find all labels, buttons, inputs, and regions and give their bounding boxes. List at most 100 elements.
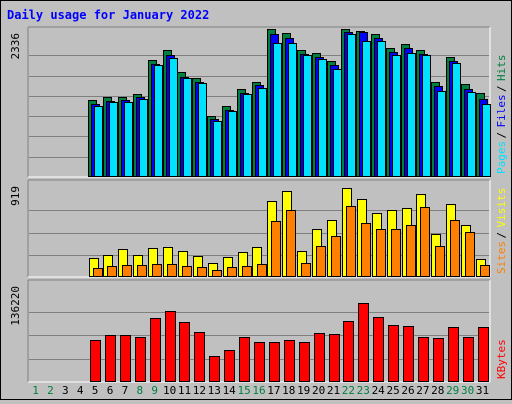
bar-sites-day-11 <box>182 266 192 277</box>
bar-kbytes-day-26 <box>403 326 414 382</box>
bar-kbytes-day-18 <box>284 340 295 382</box>
bar-kbytes-day-7 <box>120 335 131 382</box>
x-tick-label: 21 <box>327 384 340 397</box>
bar-sites-day-28 <box>435 246 445 277</box>
legend-item-files: Files <box>495 94 508 127</box>
x-tick-label: 5 <box>92 384 99 397</box>
bar-kbytes-day-24 <box>373 317 384 382</box>
x-tick-label: 31 <box>476 384 489 397</box>
x-tick-label: 1 <box>32 384 39 397</box>
bar-pages-day-10 <box>169 58 178 177</box>
x-tick-label: 18 <box>282 384 295 397</box>
bar-pages-day-7 <box>124 102 133 177</box>
bar-kbytes-day-12 <box>194 332 205 382</box>
x-tick-label: 29 <box>446 384 459 397</box>
bars-visits_sites <box>89 188 490 277</box>
panel-kbytes: 136220 KBytes <box>9 279 508 383</box>
bar-pages-day-30 <box>467 92 476 177</box>
bar-pages-day-12 <box>198 83 207 177</box>
x-tick-label: 27 <box>416 384 429 397</box>
x-tick-label: 22 <box>342 384 355 397</box>
chart-panels: 2336 Pages / Files / Hits 919 Sites / Visits 13622… <box>9 26 508 383</box>
panel-visits_sites: 919 Sites / Visits <box>9 179 508 278</box>
bar-kbytes-day-29 <box>448 327 459 382</box>
x-tick-label: 10 <box>163 384 176 397</box>
x-tick-label: 24 <box>372 384 386 397</box>
legend-separator: / <box>495 85 508 92</box>
legend-item-hits: Hits <box>495 55 508 82</box>
x-tick-label: 8 <box>136 384 143 397</box>
bar-sites-day-15 <box>242 266 252 277</box>
chart-title: Daily usage for January 2022 <box>7 8 209 22</box>
bar-sites-day-17 <box>271 221 281 277</box>
y-max-label: 136220 <box>9 286 22 326</box>
bar-pages-day-20 <box>318 59 327 177</box>
bar-pages-day-24 <box>377 41 386 177</box>
bar-pages-day-8 <box>139 99 148 177</box>
bar-sites-day-31 <box>480 265 490 277</box>
bar-sites-day-30 <box>465 232 475 277</box>
x-tick-label: 30 <box>461 384 474 397</box>
bar-sites-day-16 <box>257 264 267 277</box>
legend-item-sites: Sites <box>495 241 508 274</box>
bar-pages-day-17 <box>273 43 282 177</box>
x-tick-label: 15 <box>237 384 250 397</box>
bar-sites-day-9 <box>152 264 162 277</box>
bar-kbytes-day-19 <box>299 342 310 382</box>
bar-pages-day-21 <box>333 69 342 177</box>
bar-pages-day-9 <box>154 65 163 177</box>
bar-sites-day-14 <box>227 267 237 277</box>
bar-kbytes-day-27 <box>418 337 429 382</box>
bar-sites-day-19 <box>301 263 311 277</box>
bar-pages-day-23 <box>362 41 371 177</box>
x-tick-label: 9 <box>151 384 158 397</box>
legend-separator: / <box>495 232 508 239</box>
x-tick-label: 20 <box>312 384 325 397</box>
legend-item-pages: Pages <box>495 141 508 174</box>
bar-pages-day-31 <box>482 104 491 177</box>
bars-hits_files_pages <box>88 29 491 177</box>
x-axis-labels: 1 2 3 4 5 6 7 8 9 10 11 12 13 14 15 16 17 18 19 20 21 22 23 24 2… <box>32 384 489 397</box>
legend-item-kbytes: KBytes <box>495 339 508 379</box>
bar-kbytes-day-14 <box>224 350 235 382</box>
bar-kbytes-day-10 <box>165 311 176 382</box>
bar-sites-day-26 <box>406 225 416 277</box>
bar-kbytes-day-23 <box>358 303 369 382</box>
bar-pages-day-15 <box>243 94 252 177</box>
bar-sites-day-13 <box>212 270 222 277</box>
bar-kbytes-day-13 <box>209 356 220 382</box>
x-tick-label: 25 <box>386 384 399 397</box>
bar-pages-day-28 <box>437 91 446 177</box>
bar-sites-day-23 <box>361 223 371 277</box>
bar-pages-day-19 <box>303 55 312 177</box>
bar-kbytes-day-9 <box>150 318 161 382</box>
legend-separator: / <box>495 132 508 139</box>
bar-sites-day-8 <box>137 265 147 277</box>
bar-pages-day-29 <box>452 63 461 177</box>
x-tick-label: 2 <box>47 384 54 397</box>
bar-pages-day-25 <box>392 55 401 177</box>
bar-kbytes-day-31 <box>478 327 489 382</box>
x-tick-label: 19 <box>297 384 310 397</box>
x-tick-label: 16 <box>252 384 265 397</box>
bar-sites-day-25 <box>391 229 401 277</box>
x-tick-label: 11 <box>178 384 191 397</box>
bar-sites-day-29 <box>450 220 460 277</box>
bar-kbytes-day-6 <box>105 335 116 382</box>
x-tick-label: 3 <box>62 384 69 397</box>
bar-pages-day-18 <box>288 43 297 177</box>
bar-pages-day-5 <box>94 106 103 177</box>
x-tick-label: 7 <box>122 384 129 397</box>
bars-kbytes <box>90 303 489 382</box>
bar-pages-day-11 <box>183 78 192 177</box>
bar-kbytes-day-25 <box>388 325 399 382</box>
legend: Sites / Visits <box>495 188 508 274</box>
x-tick-label: 26 <box>401 384 414 397</box>
legend: Pages / Files / Hits <box>495 55 508 175</box>
bar-kbytes-day-15 <box>239 337 250 382</box>
bar-sites-day-10 <box>167 264 177 277</box>
bar-pages-day-14 <box>228 111 237 177</box>
bar-sites-day-12 <box>197 267 207 277</box>
bar-kbytes-day-22 <box>343 321 354 382</box>
